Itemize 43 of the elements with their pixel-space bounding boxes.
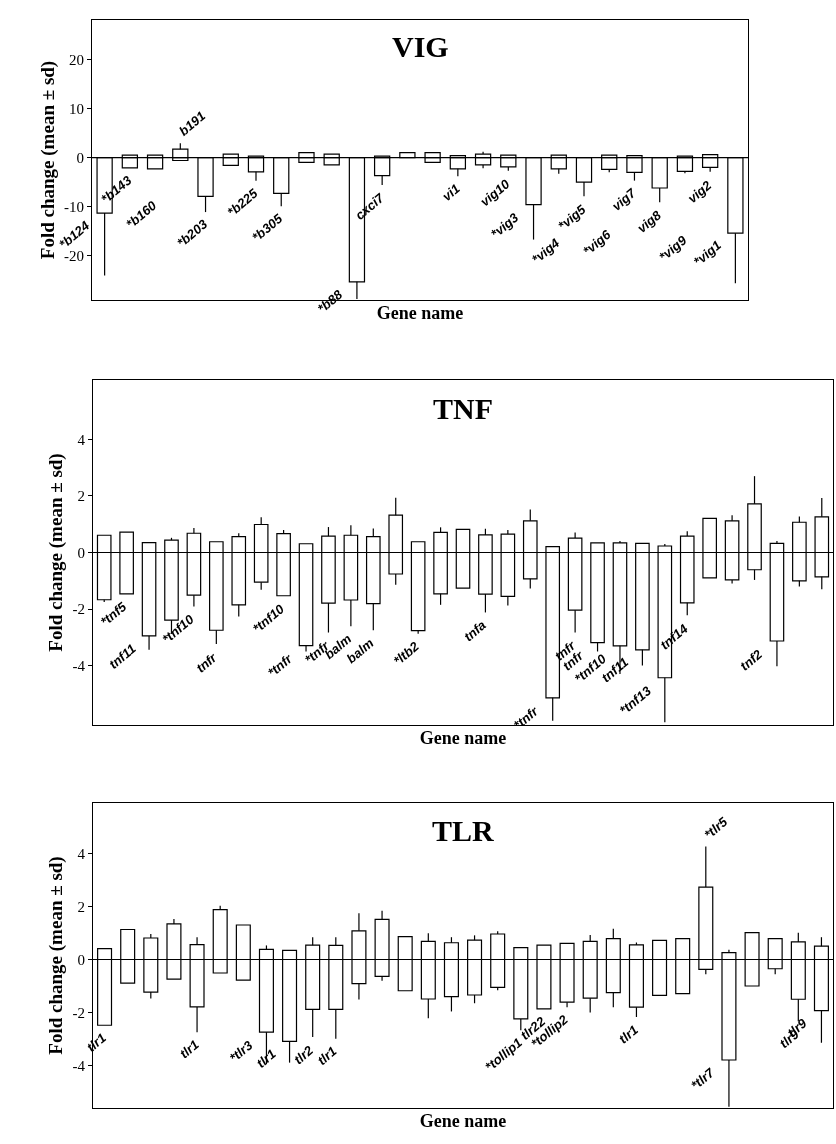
category-label: *b88 bbox=[314, 286, 346, 317]
category-label: *tnf5 bbox=[97, 599, 130, 630]
y-tick-label: 0 bbox=[77, 951, 85, 968]
y-tick-label: 2 bbox=[77, 898, 85, 915]
category-label: tlr2 bbox=[290, 1042, 317, 1068]
category-label: tnfr bbox=[193, 650, 220, 676]
chart-title: VIG bbox=[392, 30, 449, 63]
y-tick-label: 2 bbox=[77, 488, 85, 505]
y-tick-label: 4 bbox=[77, 845, 86, 862]
y-axis-title: Fold change (mean ± sd) bbox=[36, 60, 59, 260]
category-label: tlr1 bbox=[176, 1036, 202, 1062]
category-label: *tlr7 bbox=[688, 1065, 718, 1093]
category-label: tlr1 bbox=[615, 1022, 641, 1047]
category-label: vi1 bbox=[439, 180, 463, 204]
y-tick-label: -4 bbox=[72, 1057, 86, 1074]
y-tick-label: -20 bbox=[63, 248, 84, 265]
category-label: *ltb2 bbox=[390, 638, 422, 669]
category-label: *tnfr bbox=[264, 651, 295, 681]
y-tick-label: 10 bbox=[68, 100, 84, 117]
y-tick-label: 0 bbox=[76, 149, 84, 166]
category-label: *tlr3 bbox=[226, 1037, 256, 1066]
y-axis-title: Fold change (mean ± sd) bbox=[45, 856, 68, 1055]
y-tick-label: 4 bbox=[77, 431, 86, 448]
category-label: tnf2 bbox=[737, 646, 766, 674]
category-label: *tnfr bbox=[510, 703, 541, 733]
category-label: tlr1 bbox=[314, 1043, 340, 1069]
x-axis-title: Gene name bbox=[419, 1111, 507, 1132]
y-tick-label: -2 bbox=[72, 1004, 85, 1021]
category-label: tnfa bbox=[460, 617, 489, 645]
y-axis-title: Fold change (mean ± sd) bbox=[45, 453, 68, 652]
category-label: *vig3 bbox=[487, 209, 522, 242]
x-axis-title: Gene name bbox=[376, 303, 464, 324]
y-tick-label: -2 bbox=[72, 601, 85, 618]
chart-title: TNF bbox=[433, 392, 493, 425]
y-tick-label: -10 bbox=[63, 198, 84, 215]
y-tick-label: 20 bbox=[68, 51, 84, 68]
y-tick-label: 0 bbox=[77, 544, 85, 561]
chart-title: TLR bbox=[432, 814, 495, 847]
category-label: vig2 bbox=[684, 177, 715, 206]
y-tick-label: -4 bbox=[72, 657, 86, 674]
category-label: *tlr5 bbox=[701, 814, 731, 842]
x-axis-title: Gene name bbox=[419, 728, 507, 749]
category-label: *vig6 bbox=[579, 226, 614, 259]
